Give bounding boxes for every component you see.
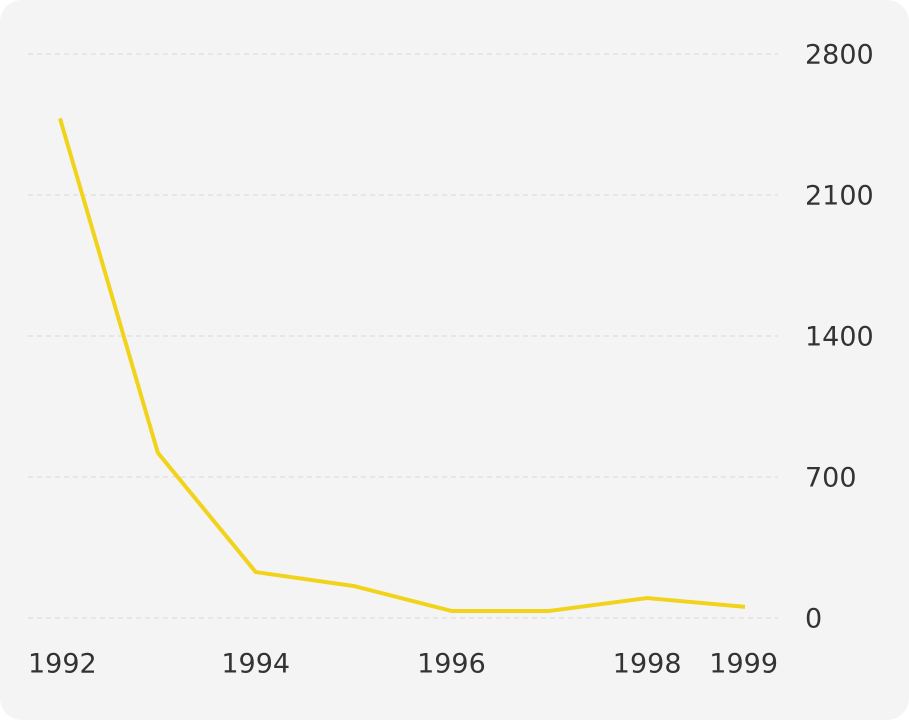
x-tick-label: 1994 [221, 649, 290, 680]
y-tick-label: 1400 [805, 322, 874, 353]
data-line [58, 117, 746, 613]
x-tick-label: 1992 [28, 649, 97, 680]
y-tick-label: 700 [805, 463, 857, 494]
x-tick-label: 1999 [709, 649, 778, 680]
x-tick-label: 1996 [417, 649, 486, 680]
y-tick-label: 2100 [805, 181, 874, 212]
y-tick-label: 0 [805, 604, 822, 635]
y-tick-label: 2800 [805, 40, 874, 71]
x-tick-label: 1998 [613, 649, 682, 680]
